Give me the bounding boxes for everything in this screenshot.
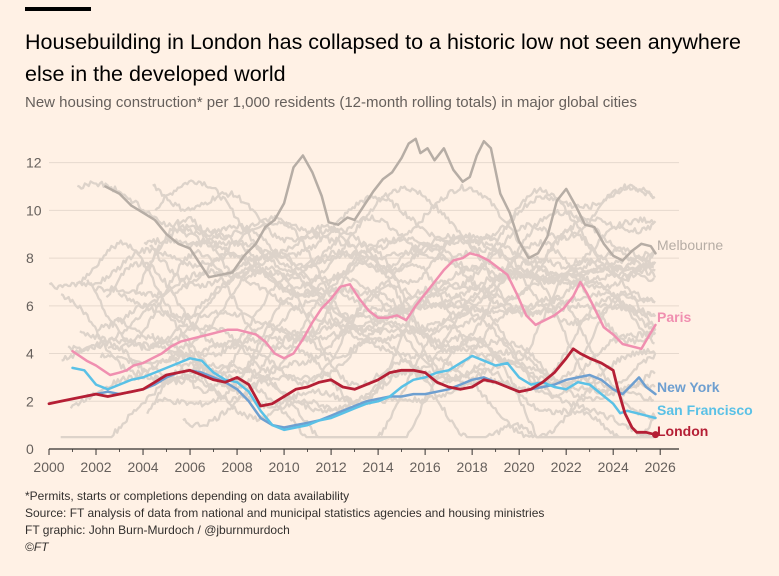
x-tick-label-2024: 2024 <box>598 459 629 475</box>
x-tick-label-2022: 2022 <box>551 459 582 475</box>
y-tick-label-2: 2 <box>26 393 34 409</box>
other-city-line <box>179 246 656 388</box>
y-tick-label-8: 8 <box>26 250 34 266</box>
other-city-lines <box>48 179 657 439</box>
other-city-line <box>93 220 656 318</box>
series-line-paris <box>71 252 657 377</box>
series-line-san-francisco <box>71 354 657 432</box>
series-label-san-francisco: San Francisco <box>657 402 753 418</box>
other-city-line <box>60 265 657 377</box>
x-tick-label-2026: 2026 <box>645 459 676 475</box>
other-city-line <box>117 269 656 338</box>
x-tick-label-2000: 2000 <box>33 459 64 475</box>
y-tick-label-12: 12 <box>26 155 42 171</box>
series-label-melbourne: Melbourne <box>657 237 723 253</box>
other-city-line <box>134 186 657 333</box>
x-axis: 2000 2002 2004 2006 2008 2010 2012 2014 2016 2018… <box>33 448 679 475</box>
series-labels: Melbourne Paris New York San Francisco Londo… <box>657 237 753 439</box>
highlighted-series <box>47 137 659 439</box>
other-city-line <box>86 208 656 354</box>
series-line-london <box>47 347 657 437</box>
chart-title: Housebuilding in London has collapsed to… <box>25 30 741 86</box>
other-city-line <box>148 215 657 373</box>
other-city-line <box>166 234 656 395</box>
y-tick-label-10: 10 <box>26 202 42 218</box>
x-tick-label-2012: 2012 <box>316 459 347 475</box>
y-axis-labels: 0 2 4 6 8 10 12 <box>26 155 42 457</box>
series-label-london: London <box>657 423 708 439</box>
y-tick-label-4: 4 <box>26 346 34 362</box>
graphic-credit: FT graphic: John Burn-Murdoch / @jburnmu… <box>25 523 290 537</box>
x-tick-label-2016: 2016 <box>410 459 441 475</box>
x-tick-label-2004: 2004 <box>127 459 158 475</box>
ft-top-bar <box>25 7 91 11</box>
copyright: ©FT <box>25 540 49 554</box>
x-tick-label-2014: 2014 <box>363 459 394 475</box>
y-tick-label-6: 6 <box>26 298 34 314</box>
x-tick-label-2020: 2020 <box>504 459 535 475</box>
other-city-line <box>107 248 657 408</box>
x-tick-label-2018: 2018 <box>457 459 488 475</box>
series-line-melbourne <box>104 137 657 279</box>
series-label-new-york: New York <box>657 379 720 395</box>
x-tick-label-2006: 2006 <box>174 459 205 475</box>
chart-subtitle: New housing construction* per 1,000 resi… <box>25 94 637 111</box>
y-tick-label-0: 0 <box>26 441 34 457</box>
other-city-line <box>105 259 656 400</box>
other-city-line <box>115 214 655 346</box>
series-label-paris: Paris <box>657 309 691 325</box>
footnote: *Permits, starts or completions dependin… <box>25 489 350 503</box>
x-tick-label-2002: 2002 <box>80 459 111 475</box>
other-city-line <box>143 232 655 283</box>
x-tick-label-2008: 2008 <box>221 459 252 475</box>
source-note: Source: FT analysis of data from nationa… <box>25 506 545 520</box>
other-city-line <box>151 308 655 439</box>
x-tick-label-2010: 2010 <box>268 459 299 475</box>
london-end-dot <box>651 431 659 439</box>
footer: *Permits, starts or completions dependin… <box>25 488 765 556</box>
